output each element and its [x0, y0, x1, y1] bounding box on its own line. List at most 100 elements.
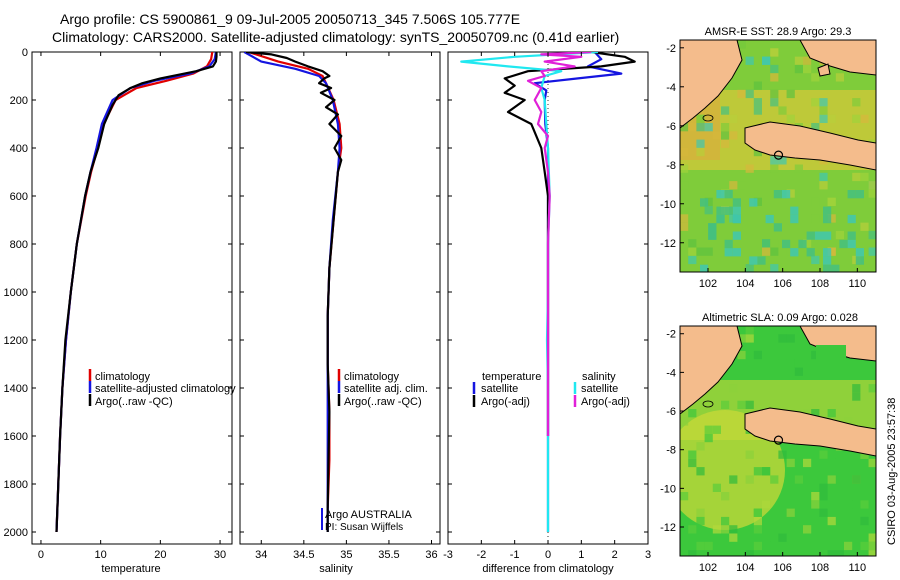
map-cell: [762, 56, 771, 65]
map-cell: [745, 550, 754, 556]
map-cell: [704, 247, 713, 256]
map-cell: [696, 516, 705, 526]
map-cell: [732, 214, 741, 224]
map-cell: [770, 164, 779, 173]
map-cell: [770, 98, 779, 107]
map-cell: [844, 541, 853, 551]
map-cell: [724, 206, 733, 215]
map-cell: [680, 147, 689, 157]
map-cell: [786, 114, 795, 123]
map-cell: [806, 248, 815, 257]
map-cell: [839, 239, 848, 249]
map-cell: [790, 248, 799, 257]
map-cell: [794, 359, 803, 368]
series-line-argo: [55, 52, 218, 533]
map-cell: [753, 467, 762, 476]
map-y-tick-label: -2: [666, 329, 676, 341]
map-y-tick-label: -10: [660, 199, 676, 211]
map-sst-island: [817, 63, 831, 77]
y-tick-label: 600: [10, 191, 28, 203]
map-cell: [811, 214, 820, 223]
map-sla-borneo-land: [799, 326, 876, 362]
legend-label-satellite: satellite-adjusted climatology: [95, 383, 236, 395]
map-cell: [737, 334, 746, 343]
map-cell: [688, 255, 697, 265]
map-cell: [680, 164, 689, 173]
map-cell: [712, 131, 721, 140]
map-y-tick-label: -8: [666, 445, 676, 457]
map-cell: [835, 230, 844, 240]
map-y-tick-label: -4: [666, 82, 676, 94]
map-cell: [860, 114, 869, 123]
y-tick-label: 200: [10, 95, 28, 107]
legend-label-climatology: climatology: [95, 371, 151, 383]
map-cell: [770, 239, 779, 248]
map-cell: [753, 508, 762, 517]
map-y-tick-label: -12: [660, 238, 676, 250]
x-tick-label: 35.5: [378, 549, 399, 561]
annotation-line2: PI: Susan Wijffels: [325, 522, 403, 533]
map-cell: [696, 123, 705, 132]
map-x-tick-label: 104: [736, 278, 754, 290]
map-cell: [773, 190, 782, 199]
map-cell: [847, 190, 856, 199]
map-cell: [770, 156, 779, 165]
map-cell: [680, 214, 689, 223]
map-cell: [696, 147, 705, 157]
map-y-tick-label: -6: [666, 121, 676, 133]
map-cell: [844, 417, 853, 426]
map-cell: [688, 247, 697, 256]
map-cell: [778, 533, 787, 542]
map-cell: [770, 533, 779, 542]
map-cell: [753, 516, 762, 526]
map-cell: [688, 450, 697, 459]
map-cell: [819, 98, 828, 107]
temperature-series-group: [55, 52, 218, 533]
map-cell: [798, 239, 807, 249]
legend-label-sal-satellite: satellite: [581, 383, 618, 395]
map-cell: [757, 256, 766, 265]
map-cell: [737, 40, 746, 49]
map-cell: [860, 516, 869, 526]
map-x-tick-label: 110: [849, 278, 867, 290]
map-cell: [721, 139, 730, 148]
map-cell: [778, 156, 787, 165]
map-cell: [745, 326, 754, 335]
map-cell: [721, 106, 730, 115]
map-cell: [778, 334, 787, 343]
map-sst-argo-marker: [773, 150, 784, 160]
map-cell: [724, 239, 733, 249]
map-y-tick-label: -12: [660, 522, 676, 534]
map-cell: [737, 181, 746, 190]
side-credit: CSIRO 03-Aug-2005 23:57:38: [886, 398, 898, 545]
map-cell: [680, 492, 689, 501]
map-cell: [868, 189, 876, 198]
salinity-series-group: [243, 52, 343, 532]
map-cell: [749, 256, 758, 265]
map-cell: [855, 248, 864, 257]
map-sla-axes: 102 104 106 108 110 -2 -4 -6 -8 -10 -12: [660, 329, 866, 574]
map-cell: [745, 475, 754, 484]
map-cell: [868, 458, 876, 468]
map-cell: [790, 214, 799, 224]
map-cell: [737, 89, 746, 99]
map-cell: [814, 231, 823, 240]
temperature-legend: climatology satellite-adjusted climatolo…: [88, 369, 236, 408]
temperature-axes: 0 10 20 30 0 200 400 600 800 1000 1200 1400 1600 1800…: [4, 47, 232, 561]
map-cell: [770, 89, 779, 99]
map-cell: [786, 334, 795, 343]
map-cell: [811, 73, 820, 82]
map-cell: [688, 525, 697, 534]
map-cell: [688, 458, 697, 468]
map-sst-borneo-land: [799, 40, 876, 76]
map-cell: [868, 384, 876, 393]
map-cell: [778, 326, 787, 335]
map-cell: [729, 525, 738, 534]
map-cell: [823, 248, 832, 257]
map-cell: [753, 541, 762, 551]
map-cell: [852, 384, 861, 393]
map-cell: [852, 98, 861, 107]
map-cell: [753, 147, 762, 157]
map-sla-argo-marker: [773, 435, 784, 445]
x-tick-label: 2: [612, 549, 618, 561]
